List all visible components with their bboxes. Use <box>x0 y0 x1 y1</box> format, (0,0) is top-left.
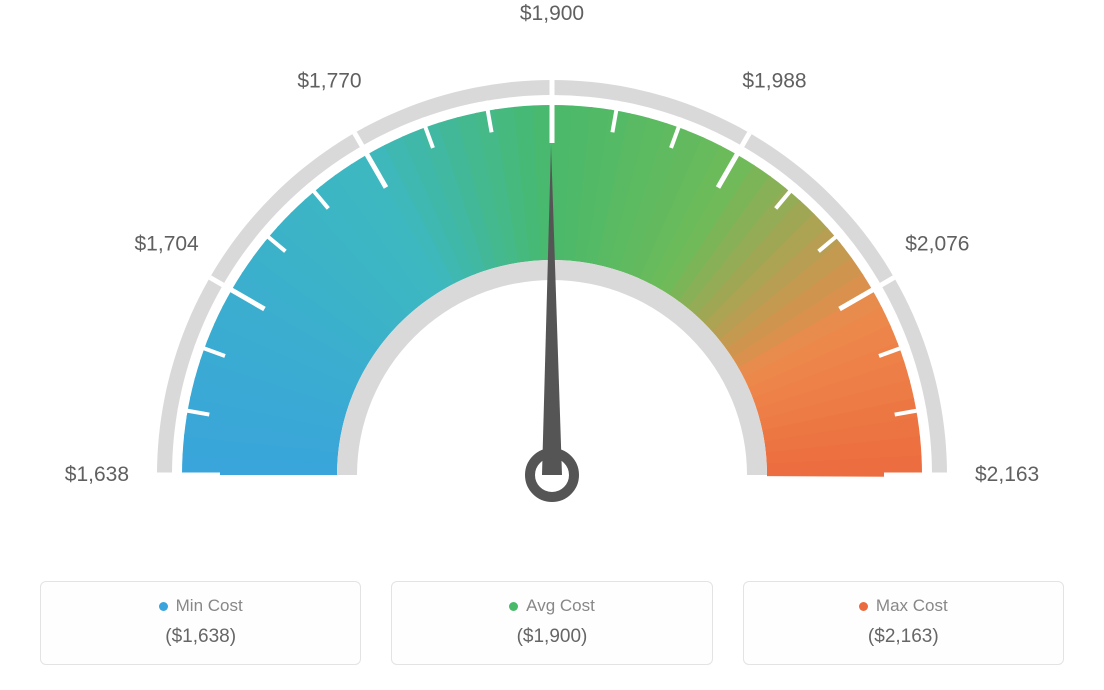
cost-cards: Min Cost ($1,638) Avg Cost ($1,900) Max … <box>40 581 1064 665</box>
max-dot <box>859 602 868 611</box>
gauge-tick-label: $1,704 <box>135 233 200 256</box>
gauge-tick-label: $1,638 <box>65 463 129 486</box>
gauge-chart: $1,638 $1,704 $1,770 $1,900 $1,988 $2,076 $2,1… <box>0 0 1104 560</box>
max-cost-card: Max Cost ($2,163) <box>743 581 1064 665</box>
avg-dot <box>509 602 518 611</box>
avg-cost-label: Avg Cost <box>526 596 595 616</box>
min-cost-card: Min Cost ($1,638) <box>40 581 361 665</box>
max-cost-value: ($2,163) <box>754 626 1053 648</box>
min-cost-value: ($1,638) <box>51 626 350 648</box>
min-dot <box>159 602 168 611</box>
gauge-tick-label: $2,163 <box>975 463 1039 486</box>
max-cost-label: Max Cost <box>876 596 948 616</box>
avg-cost-value: ($1,900) <box>402 626 701 648</box>
gauge-tick-label: $1,900 <box>520 2 584 25</box>
gauge-tick-label: $1,770 <box>297 70 361 93</box>
gauge-tick-label: $1,988 <box>742 70 806 93</box>
gauge-tick-label: $2,076 <box>905 233 969 256</box>
min-cost-label: Min Cost <box>176 596 243 616</box>
avg-cost-card: Avg Cost ($1,900) <box>391 581 712 665</box>
